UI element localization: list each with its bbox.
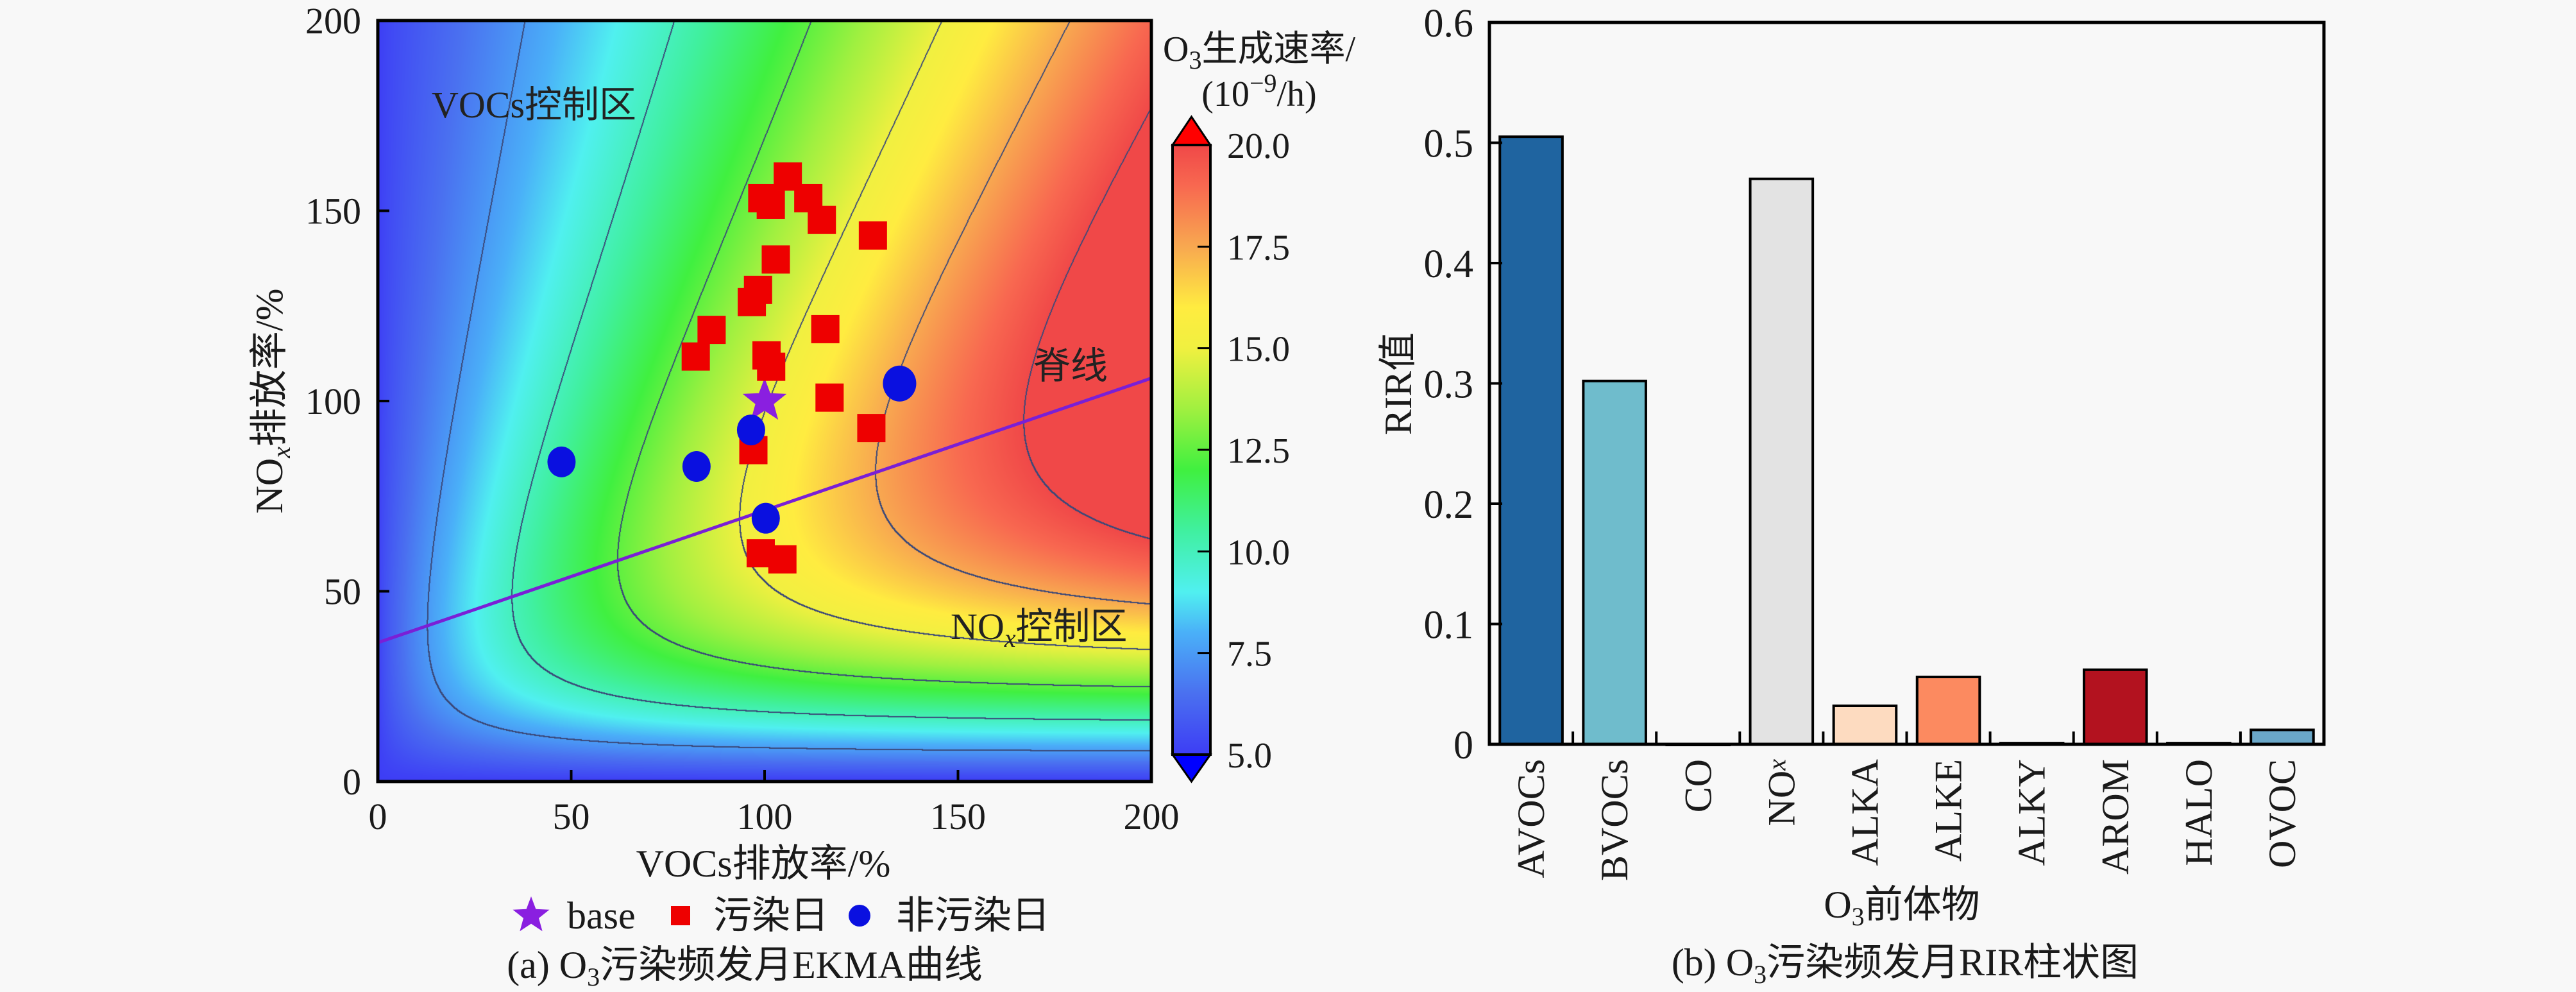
legend-circle-marker — [849, 905, 870, 927]
legend-label-nonpolluted: 非污染日 — [896, 894, 1050, 937]
data-point-square — [757, 352, 786, 381]
data-point-square — [808, 205, 836, 234]
x-tick-label: 50 — [553, 796, 590, 837]
bar-axis-ticks: AVOCs BVOCs CO NOx ALKA ALKE ALKY AROM HALO OVOC 0… — [1424, 2, 2303, 881]
category-label: NOx — [1760, 759, 1802, 826]
scatter-points — [547, 162, 917, 574]
bar-alka — [1832, 705, 1898, 746]
y-tick-label: 0 — [343, 761, 361, 803]
legend: base 污染日 非污染日 — [513, 894, 1050, 937]
category-label: ALKE — [1928, 759, 1970, 862]
y-tick-label: 50 — [324, 571, 361, 613]
nox-control-zone-label: NOx控制区 — [951, 606, 1128, 653]
y-tick-label: 0.5 — [1424, 123, 1474, 166]
y-tick-label: 0 — [1453, 724, 1473, 767]
category-label: AROM — [2094, 759, 2137, 875]
bar-arom — [2082, 668, 2148, 746]
voc-control-zone-label: VOCs控制区 — [432, 84, 636, 126]
x-tick-label: 200 — [1124, 796, 1180, 837]
y-tick-label: 0.1 — [1424, 604, 1474, 647]
category-label: AVOCs — [1510, 759, 1552, 878]
data-point-square — [756, 191, 785, 219]
y-axis-title: NOx排放率/% — [248, 288, 296, 513]
data-point-square — [761, 245, 790, 274]
ekma-panel: 0 50 100 150 200 0 50 100 150 200 VOCs控制区 脊线 NOx控… — [248, 0, 1355, 991]
colorbar-tick-label: 17.5 — [1227, 228, 1290, 268]
data-point-circle — [682, 450, 711, 482]
y-tick-label: 0.6 — [1424, 2, 1474, 46]
category-label: ALKY — [2011, 759, 2053, 866]
legend-label-base: base — [567, 894, 636, 937]
colorbar: O3生成速率/ (10−9/h) 5.0 7.5 10.0 12.5 15.0 17.5 2… — [1163, 30, 1355, 783]
colorbar-min-extend — [1171, 753, 1212, 783]
data-point-square — [815, 383, 844, 412]
x-tick-label: 100 — [737, 796, 793, 837]
y-tick-label: 0.2 — [1424, 483, 1474, 527]
legend-label-polluted: 污染日 — [713, 894, 829, 937]
caption-b: (b) O3污染频发月RIR柱状图 — [1672, 941, 2139, 989]
data-point-circle — [547, 446, 576, 477]
y-tick-label: 0.4 — [1424, 243, 1474, 286]
legend-star-marker — [513, 896, 550, 932]
data-point-star — [742, 378, 787, 420]
y-tick-label: 100 — [305, 381, 361, 422]
axis-ticks: 0 50 100 150 200 0 50 100 150 200 — [305, 0, 1180, 837]
colorbar-tick-label: 5.0 — [1227, 736, 1272, 776]
bar-bvocs — [1582, 379, 1647, 746]
colorbar-tick-label: 15.0 — [1227, 330, 1290, 370]
y-tick-label: 0.3 — [1424, 363, 1474, 407]
x-axis-title: VOCs排放率/% — [636, 842, 891, 885]
y-tick-label: 200 — [305, 0, 361, 42]
category-label: ALKA — [1843, 759, 1886, 866]
ridge-label: 脊线 — [1033, 345, 1108, 387]
y-tick-label: 150 — [305, 191, 361, 232]
x-tick-label: 150 — [930, 796, 986, 837]
bar-x-axis-title: O3前体物 — [1824, 884, 1979, 931]
data-point-circle — [751, 502, 780, 534]
data-point-circle — [883, 365, 917, 402]
data-point-square — [697, 316, 726, 345]
bar-avocs — [1498, 135, 1564, 746]
bar-nox — [1749, 177, 1815, 746]
colorbar-max-extend — [1171, 115, 1212, 146]
caption-a: (a) O3污染频发月EKMA曲线 — [507, 944, 983, 991]
bar-ovoc — [2250, 728, 2315, 746]
rir-panel: AVOCs BVOCs CO NOx ALKA ALKE ALKY AROM HALO OVOC 0… — [1377, 2, 2326, 989]
category-label: CO — [1677, 759, 1719, 812]
data-point-square — [811, 314, 840, 343]
legend-square-marker — [671, 906, 690, 925]
colorbar-tick-label: 12.5 — [1227, 431, 1290, 471]
colorbar-tick-label: 7.5 — [1227, 635, 1272, 674]
category-label: HALO — [2178, 759, 2220, 866]
category-label: BVOCs — [1593, 759, 1636, 881]
bar-alke — [1915, 676, 1981, 746]
colorbar-tick-label: 10.0 — [1227, 533, 1290, 572]
data-point-square — [858, 221, 887, 250]
data-point-square — [681, 342, 710, 371]
data-point-circle — [736, 415, 765, 446]
category-label: OVOC — [2261, 759, 2303, 868]
colorbar-title-line2: (10−9/h) — [1201, 69, 1316, 114]
data-point-square — [768, 545, 797, 574]
colorbar-tick-label: 20.0 — [1227, 126, 1290, 166]
colorbar-title-line1: O3生成速率/ — [1163, 30, 1355, 74]
x-tick-label: 0 — [369, 796, 387, 837]
data-point-square — [857, 414, 886, 443]
bars — [1498, 135, 2315, 746]
bar-y-axis-title: RIR值 — [1377, 332, 1419, 435]
data-point-square — [738, 287, 767, 316]
